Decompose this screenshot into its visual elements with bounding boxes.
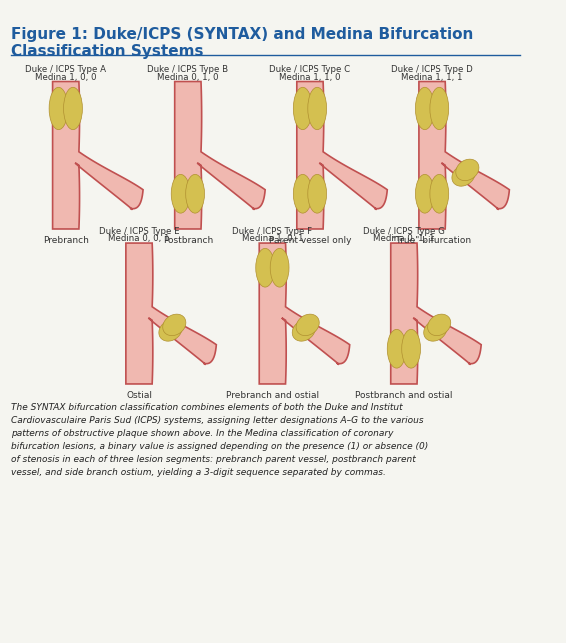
Text: Figure 1: Duke/ICPS (SYNTAX) and Medina Bifurcation: Figure 1: Duke/ICPS (SYNTAX) and Medina … (11, 27, 474, 42)
Text: Classification Systems: Classification Systems (11, 44, 204, 59)
Ellipse shape (256, 248, 275, 287)
Polygon shape (53, 82, 143, 229)
Ellipse shape (430, 174, 449, 213)
Text: Duke / ICPS Type F: Duke / ICPS Type F (232, 226, 312, 235)
Text: Medina 1, 1, 1: Medina 1, 1, 1 (401, 73, 463, 82)
Text: The SYNTAX bifurcation classification combines elements of both the Duke and Ins: The SYNTAX bifurcation classification co… (11, 403, 403, 412)
Ellipse shape (427, 314, 451, 336)
Text: Medina 0, 0, 1: Medina 0, 0, 1 (108, 234, 170, 243)
Text: Duke / ICPS Type D: Duke / ICPS Type D (391, 65, 473, 74)
Text: Medina 0, 1, 1: Medina 0, 1, 1 (373, 234, 435, 243)
Text: Parent vessel only: Parent vessel only (269, 237, 351, 246)
Text: Prebranch: Prebranch (43, 237, 89, 246)
Text: bifurcation lesions, a binary value is assigned depending on the presence (1) or: bifurcation lesions, a binary value is a… (11, 442, 428, 451)
Ellipse shape (430, 87, 449, 130)
Polygon shape (297, 82, 387, 229)
Ellipse shape (292, 320, 315, 341)
Text: Medina 1, 1, 0: Medina 1, 1, 0 (279, 73, 341, 82)
Ellipse shape (162, 314, 186, 336)
Text: vessel, and side branch ostium, yielding a 3-digit sequence separated by commas.: vessel, and side branch ostium, yielding… (11, 469, 386, 478)
Polygon shape (391, 243, 481, 384)
Text: Ostial: Ostial (126, 392, 152, 401)
Ellipse shape (63, 87, 83, 130)
Ellipse shape (293, 174, 312, 213)
Ellipse shape (270, 248, 289, 287)
Text: Duke / ICPS Type B: Duke / ICPS Type B (147, 65, 229, 74)
Text: Duke / ICPS Type E: Duke / ICPS Type E (98, 226, 179, 235)
Ellipse shape (387, 329, 406, 368)
Ellipse shape (171, 174, 190, 213)
Ellipse shape (308, 87, 327, 130)
Ellipse shape (402, 329, 421, 368)
Ellipse shape (186, 174, 204, 213)
Polygon shape (259, 243, 350, 384)
Text: Postbranch: Postbranch (163, 237, 213, 246)
Text: patterns of obstructive plaque shown above. In the Medina classification of coro: patterns of obstructive plaque shown abo… (11, 429, 394, 438)
Text: Medina 0, 1, 0: Medina 0, 1, 0 (157, 73, 218, 82)
Text: of stenosis in each of three lesion segments: prebranch parent vessel, postbranc: of stenosis in each of three lesion segm… (11, 455, 416, 464)
Text: Postbranch and ostial: Postbranch and ostial (355, 392, 453, 401)
Ellipse shape (159, 320, 182, 341)
Ellipse shape (49, 87, 68, 130)
Ellipse shape (308, 174, 327, 213)
Ellipse shape (293, 87, 312, 130)
Text: Duke / ICPS Type A: Duke / ICPS Type A (25, 65, 106, 74)
Polygon shape (419, 82, 509, 229)
Ellipse shape (296, 314, 319, 336)
Text: Medina 1, 0, 1: Medina 1, 0, 1 (242, 234, 303, 243)
Text: Duke / ICPS Type G: Duke / ICPS Type G (363, 226, 445, 235)
Ellipse shape (456, 159, 479, 181)
Text: Cardiovasculaire Paris Sud (ICPS) systems, assigning letter designations A–G to : Cardiovasculaire Paris Sud (ICPS) system… (11, 416, 424, 425)
Polygon shape (126, 243, 216, 384)
Text: Prebranch and ostial: Prebranch and ostial (226, 392, 319, 401)
Ellipse shape (415, 174, 434, 213)
Text: Duke / ICPS Type C: Duke / ICPS Type C (269, 65, 350, 74)
Text: Medina 1, 0, 0: Medina 1, 0, 0 (35, 73, 96, 82)
Ellipse shape (452, 165, 475, 186)
Polygon shape (175, 82, 265, 229)
Ellipse shape (415, 87, 434, 130)
Ellipse shape (424, 320, 447, 341)
Text: "True" bifurcation: "True" bifurcation (392, 237, 471, 246)
